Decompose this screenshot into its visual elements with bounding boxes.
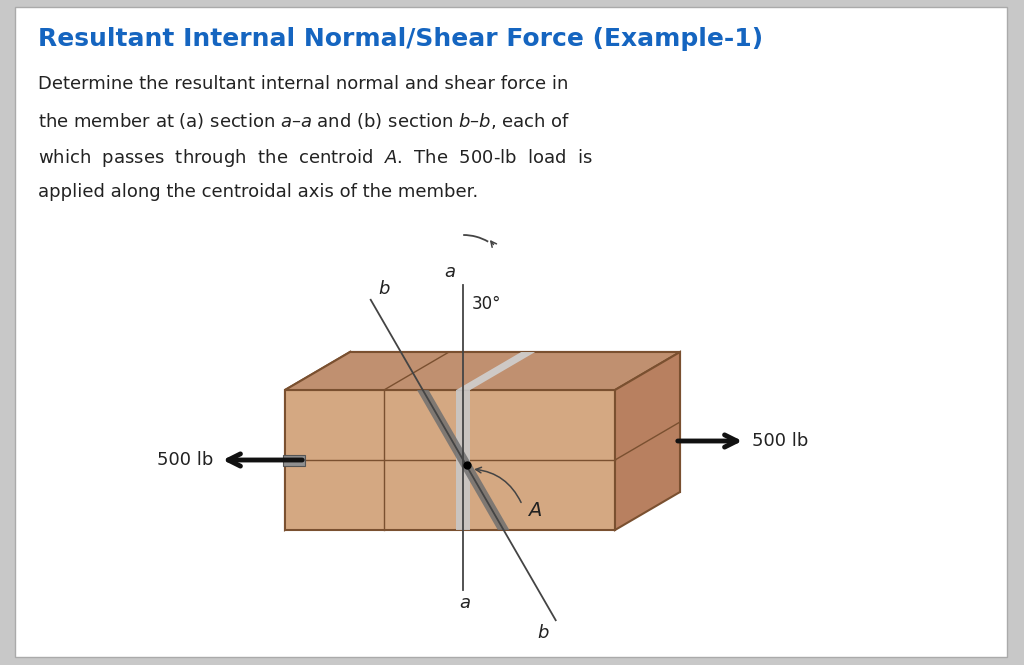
Text: 500 lb: 500 lb bbox=[752, 432, 808, 450]
Text: which  passes  through  the  centroid  $A$.  The  500-lb  load  is: which passes through the centroid $A$. T… bbox=[38, 147, 593, 169]
Text: the member at (a) section $a$–$a$ and (b) section $b$–$b$, each of: the member at (a) section $a$–$a$ and (b… bbox=[38, 111, 570, 131]
Text: $A$: $A$ bbox=[527, 501, 543, 519]
Text: $a$: $a$ bbox=[460, 594, 471, 612]
Text: $a$: $a$ bbox=[444, 263, 457, 281]
Text: 500 lb: 500 lb bbox=[157, 451, 213, 469]
Polygon shape bbox=[285, 352, 350, 530]
Text: Resultant Internal Normal/Shear Force (Example-1): Resultant Internal Normal/Shear Force (E… bbox=[38, 27, 763, 51]
Polygon shape bbox=[615, 352, 680, 530]
Text: applied along the centroidal axis of the member.: applied along the centroidal axis of the… bbox=[38, 183, 478, 201]
Polygon shape bbox=[350, 352, 680, 492]
Polygon shape bbox=[457, 352, 536, 390]
Text: $b$: $b$ bbox=[378, 280, 390, 298]
FancyBboxPatch shape bbox=[15, 7, 1007, 657]
Polygon shape bbox=[457, 390, 470, 530]
Text: 30°: 30° bbox=[471, 295, 501, 313]
Polygon shape bbox=[285, 390, 615, 530]
Text: $b$: $b$ bbox=[538, 624, 550, 642]
Polygon shape bbox=[417, 390, 509, 530]
FancyBboxPatch shape bbox=[283, 454, 305, 466]
Polygon shape bbox=[285, 352, 680, 390]
Text: Determine the resultant internal normal and shear force in: Determine the resultant internal normal … bbox=[38, 75, 568, 93]
